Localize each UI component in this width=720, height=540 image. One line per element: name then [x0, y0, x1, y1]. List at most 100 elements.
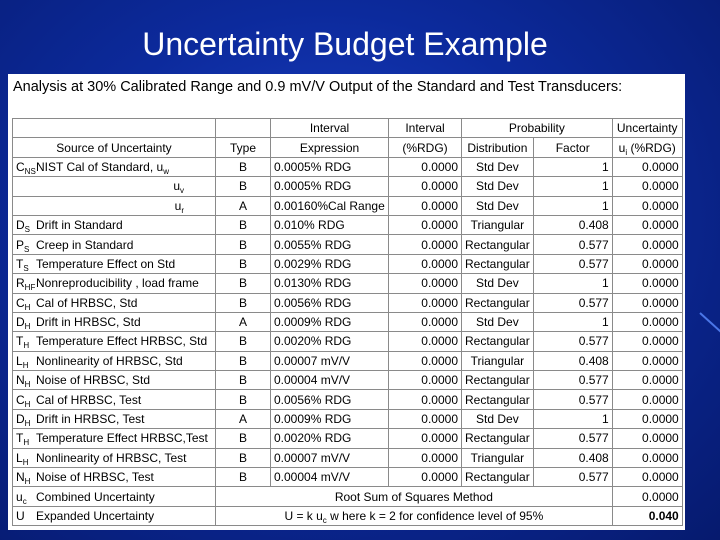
expression-cell: 0.0005% RDG: [270, 156, 389, 178]
uncertainty-budget-table: Interval Interval Probability Uncertaint…: [12, 117, 683, 527]
source-symbol: D: [16, 218, 25, 233]
source-symbol: C: [16, 392, 25, 407]
expression-cell: 0.0056% RDG: [270, 389, 389, 410]
factor-cell: 0.577: [532, 331, 613, 352]
expanded-formula: U = k uc w here k = 2 for confidence lev…: [215, 505, 613, 527]
distribution-cell: Rectangular: [461, 428, 534, 449]
source-cell: TH Temperature Effect HRBSC,Test: [12, 428, 216, 449]
distribution-cell: Std Dev: [461, 311, 534, 333]
expression-cell: 0.00004 mV/V: [270, 370, 389, 391]
source-symbol-subscript: H: [24, 322, 31, 332]
budget-row: DH Drift in HRBSC, Test A 0.0009% RDG 0.0000…: [12, 408, 683, 430]
interval-cell: 0.0000: [388, 389, 462, 410]
ui-cell: 0.0000: [611, 311, 683, 333]
distribution-cell: Triangular: [461, 214, 534, 236]
factor-cell: 0.408: [532, 214, 613, 236]
header-blank-type: [215, 117, 271, 139]
factor-cell: 1: [532, 195, 613, 216]
type-cell: B: [215, 467, 271, 488]
source-label: Temperature Effect on Std: [36, 256, 176, 271]
source-label: Drift in Standard: [36, 218, 123, 233]
source-symbol-subscript: H: [24, 419, 31, 429]
source-label: Nonreproducibility , load frame: [36, 276, 199, 291]
expanded-row: U Expanded Uncertainty U = k uc w here k …: [12, 505, 683, 527]
source-label: NIST Cal of Standard, u: [36, 159, 164, 174]
distribution-cell: Triangular: [461, 447, 534, 469]
ui-cell: 0.0000: [611, 389, 683, 410]
factor-cell: 1: [532, 311, 613, 333]
header-ui-symbol: u: [618, 140, 626, 155]
source-cell: CNSNIST Cal of Standard, uw: [12, 156, 216, 178]
type-cell: A: [215, 408, 271, 430]
expression-cell: 0.0020% RDG: [270, 428, 389, 449]
source-symbol: N: [16, 470, 25, 485]
source-symbol: P: [16, 237, 25, 252]
budget-row: DH Drift in HRBSC, Std A 0.0009% RDG 0.0000 S…: [12, 311, 683, 333]
source-symbol-subscript: H: [22, 457, 29, 467]
expression-cell: 0.0009% RDG: [270, 311, 389, 333]
budget-row: TS Temperature Effect on Std B 0.0029% RDG 0…: [12, 253, 683, 275]
source-cell: LH Nonlinearity of HRBSC, Std: [12, 350, 216, 372]
distribution-cell: Rectangular: [461, 234, 534, 255]
interval-cell: 0.0000: [388, 176, 462, 197]
combined-symbol: u: [16, 489, 23, 504]
ui-cell: 0.0000: [611, 195, 683, 216]
expression-cell: 0.0056% RDG: [270, 292, 389, 313]
source-symbol: L: [16, 353, 23, 368]
interval-cell: 0.0000: [388, 408, 462, 430]
factor-cell: 0.577: [532, 467, 613, 488]
type-cell: B: [215, 234, 271, 255]
factor-cell: 0.577: [532, 370, 613, 391]
source-label-subscript: v: [180, 186, 184, 196]
distribution-cell: Rectangular: [461, 253, 534, 275]
source-symbol-subscript: H: [22, 360, 29, 370]
expanded-value: 0.040: [611, 505, 683, 527]
expanded-symbol: U: [16, 509, 25, 523]
expression-cell: 0.0055% RDG: [270, 234, 389, 255]
expression-cell: 0.0005% RDG: [270, 176, 389, 197]
interval-cell: 0.0000: [388, 447, 462, 469]
ui-cell: 0.0000: [611, 428, 683, 449]
source-label: Temperature Effect HRBSC, Std: [36, 334, 208, 349]
source-symbol-subscript: H: [23, 438, 30, 448]
source-cell: NH Noise of HRBSC, Std: [12, 370, 216, 391]
source-symbol: D: [16, 315, 25, 330]
source-label: Cal of HRBSC, Test: [36, 392, 142, 407]
source-symbol: C: [16, 295, 25, 310]
type-cell: B: [215, 214, 271, 236]
factor-cell: 0.408: [532, 447, 613, 469]
factor-cell: 1: [532, 408, 613, 430]
header-interval-pct: Interval: [388, 117, 462, 139]
slide-title: Uncertainty Budget Example: [142, 26, 548, 62]
source-symbol-subscript: S: [23, 263, 29, 273]
factor-cell: 0.408: [532, 350, 613, 372]
source-symbol-subscript: HF: [24, 283, 36, 293]
factor-cell: 0.577: [532, 234, 613, 255]
interval-cell: 0.0000: [388, 273, 462, 294]
header-pct-rdg: (%RDG): [388, 137, 462, 158]
expression-cell: 0.0020% RDG: [270, 331, 389, 352]
factor-cell: 0.577: [532, 428, 613, 449]
source-label: Drift in HRBSC, Std: [36, 315, 141, 330]
ui-cell: 0.0000: [611, 214, 683, 236]
ui-cell: 0.0000: [611, 292, 683, 313]
header-factor: Factor: [532, 137, 613, 158]
source-label-subscript: w: [163, 166, 169, 176]
header-interval: Interval: [270, 117, 389, 139]
source-label: Temperature Effect HRBSC,Test: [36, 431, 208, 446]
ui-cell: 0.0000: [611, 467, 683, 488]
type-cell: B: [215, 428, 271, 449]
source-symbol: R: [16, 276, 25, 291]
header-row-1: Interval Interval Probability Uncertaint…: [12, 117, 683, 139]
header-row-2: Source of Uncertainty Type Expression (%…: [12, 137, 683, 158]
budget-panel: Analysis at 30% Calibrated Range and 0.9…: [8, 74, 685, 530]
type-cell: B: [215, 447, 271, 469]
budget-row: CNSNIST Cal of Standard, uw B 0.0005% RDG 0…: [12, 156, 683, 178]
budget-row: DS Drift in Standard B 0.010% RDG 0.0000 Tria…: [12, 214, 683, 236]
source-label: Nonlinearity of HRBSC, Std: [36, 353, 183, 368]
source-cell: uv: [12, 176, 216, 197]
interval-cell: 0.0000: [388, 331, 462, 352]
header-type: Type: [215, 137, 271, 158]
interval-cell: 0.0000: [388, 350, 462, 372]
expanded-formula-subscript: c: [322, 516, 327, 525]
